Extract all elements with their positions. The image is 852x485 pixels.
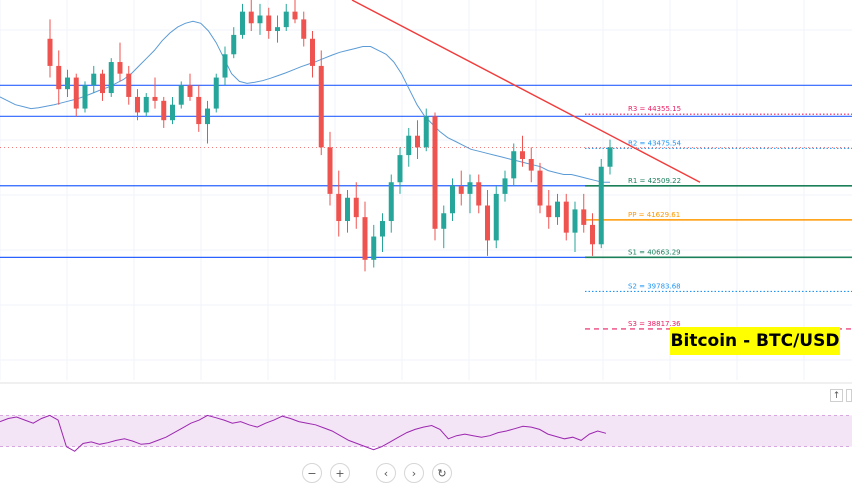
candle-body (493, 193, 499, 241)
candles (47, 0, 613, 272)
candle-body (283, 11, 289, 28)
candle-body (310, 38, 315, 66)
candle-body (318, 65, 324, 148)
chart-title-banner: Bitcoin - BTC/USD (670, 327, 840, 355)
candle-body (406, 135, 412, 156)
pivot-label-pp: PP = 41629.61 (628, 211, 680, 219)
candle-body (546, 205, 552, 218)
candle-body (65, 77, 70, 90)
candle-body (117, 62, 123, 74)
candle-body (572, 209, 578, 233)
rsi-band-fill (0, 415, 852, 447)
candle-body (73, 77, 79, 109)
grid (0, 0, 852, 380)
pivot-label-r1: R1 = 42509.22 (628, 177, 681, 185)
expand-up-button[interactable]: ↑ (830, 389, 843, 402)
candle-body (520, 151, 525, 159)
candle-body (336, 193, 342, 222)
candle-body (581, 209, 587, 225)
candle-body (467, 182, 473, 194)
candle-body (397, 155, 403, 183)
candle-body (598, 166, 604, 245)
candle-body (590, 224, 595, 245)
moving-average (0, 20, 610, 183)
candle-body (240, 11, 245, 35)
pivot-label-r2: R2 = 43475.54 (628, 139, 682, 147)
collapse-button[interactable] (846, 389, 852, 402)
candle-body (100, 73, 105, 94)
descending-trendline (351, 0, 701, 183)
candle-body (362, 217, 368, 260)
candle-body (537, 170, 543, 206)
candle-body (380, 221, 385, 237)
candle-body (502, 178, 508, 194)
candle-body (485, 205, 490, 241)
candle-body (476, 182, 482, 206)
candle-body (423, 116, 429, 148)
pivot-levels: R3 = 44355.15 R2 = 43475.54 R1 = 42509.22 P… (585, 105, 852, 330)
candle-body (152, 96, 158, 101)
scroll-right-button[interactable]: › (404, 463, 424, 483)
candle-body (345, 197, 350, 222)
moving-average-line (0, 20, 610, 183)
candle-body (161, 100, 167, 121)
candle-body (563, 201, 569, 233)
candle-body (275, 27, 280, 32)
candle-body (450, 186, 455, 214)
candle-body (458, 186, 464, 194)
scroll-left-button[interactable]: ‹ (376, 463, 396, 483)
candle-body (91, 73, 97, 86)
candle-body (248, 11, 254, 24)
zoom-out-button[interactable]: − (302, 463, 322, 483)
trendline (351, 0, 701, 183)
candle-body (178, 85, 184, 105)
candle-body (170, 104, 175, 121)
chart-navigation: − + ‹ › ↻ (302, 463, 452, 485)
candle-body (371, 236, 377, 260)
candle-body (213, 77, 219, 109)
rsi-band (0, 414, 852, 448)
rsi-path (0, 414, 607, 452)
candle-body (441, 213, 447, 229)
candle-body (135, 96, 140, 113)
candle-body (108, 62, 114, 94)
candle-body (47, 38, 53, 66)
candle-body (415, 135, 420, 148)
candle-body (555, 201, 560, 218)
rsi-line (0, 414, 607, 452)
candle-body (126, 73, 132, 97)
candle-body (257, 15, 263, 24)
candle-body (528, 158, 534, 171)
candle-body (353, 197, 359, 218)
candle-body (301, 19, 307, 39)
candle-body (388, 182, 394, 222)
zoom-in-button[interactable]: + (330, 463, 350, 483)
pivot-label-s1: S1 = 40663.29 (628, 248, 681, 256)
candle-body (56, 65, 62, 90)
pivot-label-s2: S2 = 39783.68 (628, 282, 681, 290)
candle-body (222, 54, 228, 78)
candle-body (196, 96, 202, 125)
candle-body (205, 108, 210, 125)
candle-body (511, 151, 517, 179)
candle-body (82, 85, 88, 109)
candle-body (266, 15, 272, 32)
pivot-label-r3: R3 = 44355.15 (628, 105, 681, 113)
candle-body (187, 85, 193, 97)
candle-body (432, 116, 438, 229)
pivot-label-s3: S3 = 38817.36 (628, 320, 681, 328)
reset-chart-button[interactable]: ↻ (432, 463, 452, 483)
candle-body (143, 96, 149, 113)
candle-body (292, 11, 298, 20)
candle-body (607, 147, 613, 167)
candle-body (327, 147, 333, 194)
candle-body (231, 34, 237, 55)
